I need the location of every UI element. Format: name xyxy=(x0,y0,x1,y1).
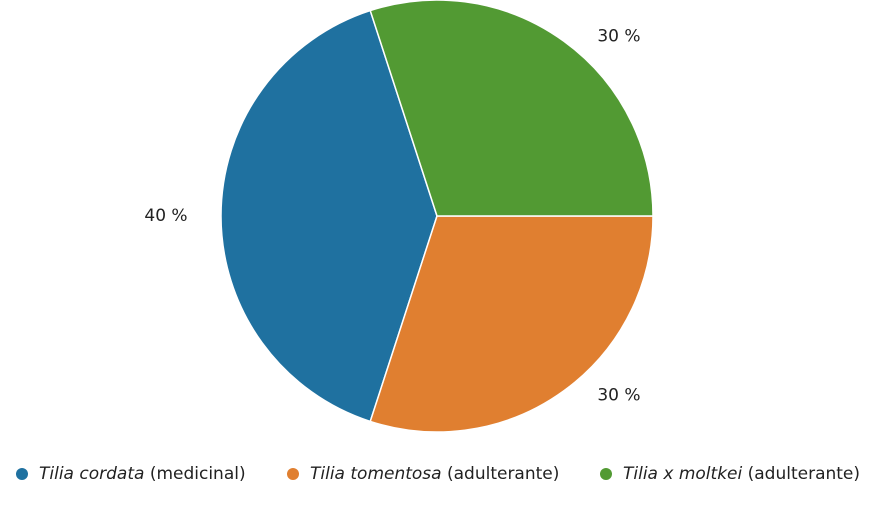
legend-item: Tilia cordata (medicinal) xyxy=(16,464,246,484)
pie-slice xyxy=(220,9,438,423)
legend-swatch xyxy=(287,468,299,480)
legend-label: Tilia cordata (medicinal) xyxy=(39,464,246,484)
legend-role: (adulterante) xyxy=(447,464,559,484)
pie-slice xyxy=(369,215,654,433)
legend-item: Tilia x moltkei (adulterante) xyxy=(600,464,860,484)
legend-label: Tilia x moltkei (adulterante) xyxy=(623,464,860,484)
slice-label: 30 % xyxy=(597,386,640,406)
legend-species: Tilia tomentosa xyxy=(310,464,442,484)
slice-label: 40 % xyxy=(144,206,187,226)
legend-species: Tilia cordata xyxy=(39,464,144,484)
legend-swatch xyxy=(600,468,612,480)
legend-species: Tilia x moltkei xyxy=(623,464,742,484)
legend-swatch xyxy=(16,468,28,480)
legend-item: Tilia tomentosa (adulterante) xyxy=(287,464,559,484)
slice-label: 30 % xyxy=(597,26,640,46)
legend-label: Tilia tomentosa (adulterante) xyxy=(310,464,559,484)
pie-slice xyxy=(369,0,654,217)
legend-role: (adulterante) xyxy=(748,464,860,484)
legend-role: (medicinal) xyxy=(150,464,246,484)
